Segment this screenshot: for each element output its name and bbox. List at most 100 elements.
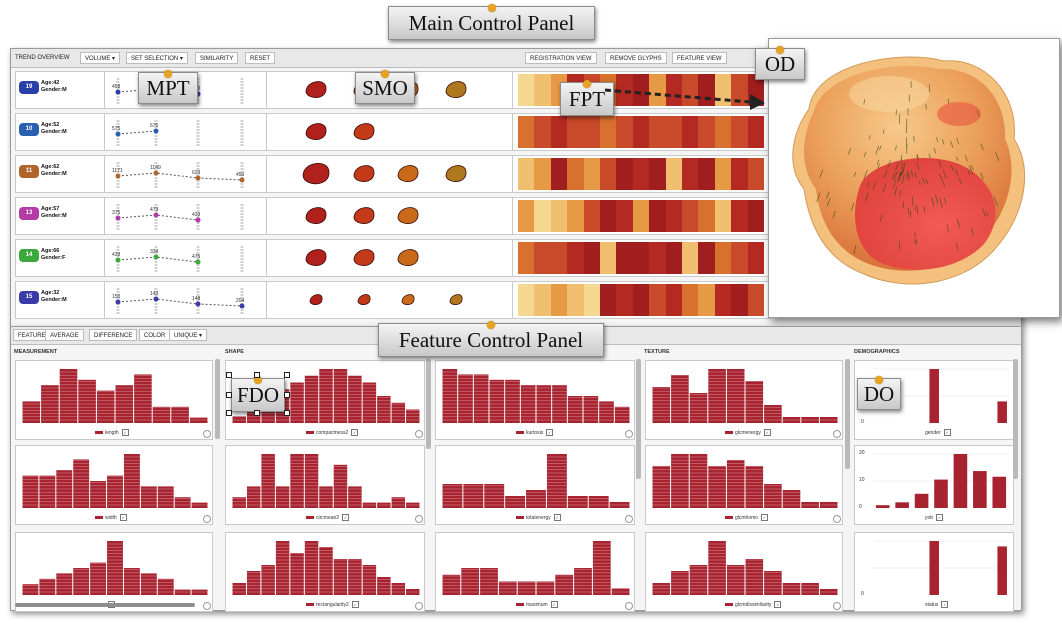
horizontal-scrollbar[interactable] bbox=[15, 603, 195, 607]
histogram-checkbox[interactable]: ✓ bbox=[761, 514, 769, 521]
difference-button[interactable]: DIFFERENCE bbox=[89, 329, 138, 341]
histogram-label: glcmdissimilarity ✓ bbox=[725, 601, 782, 608]
demographic-histogram[interactable]: 0 10 20 yob ✓ bbox=[854, 445, 1014, 525]
histogram-feature-name: glcmhomo bbox=[735, 514, 759, 521]
fpt-feature-heatmap[interactable] bbox=[518, 158, 765, 190]
smo-shape-glyphs[interactable] bbox=[268, 198, 514, 234]
remove-glyphs-button[interactable]: REMOVE GLYPHS bbox=[605, 52, 667, 64]
fpt-feature-heatmap[interactable] bbox=[518, 284, 765, 316]
patient-id-badge[interactable]: 19 bbox=[19, 81, 39, 94]
selection-handle[interactable] bbox=[226, 392, 232, 398]
resize-handle[interactable] bbox=[415, 515, 423, 523]
selection-handle[interactable] bbox=[254, 372, 260, 378]
fpt-feature-heatmap[interactable] bbox=[518, 116, 765, 148]
selection-handle[interactable] bbox=[284, 392, 290, 398]
mpt-trend-plot[interactable]: 375 479 433 bbox=[106, 198, 266, 234]
patient-id-badge[interactable]: 13 bbox=[19, 207, 39, 220]
resize-handle[interactable] bbox=[415, 602, 423, 610]
selection-handle[interactable] bbox=[284, 410, 290, 416]
histogram-checkbox[interactable]: ✓ bbox=[941, 601, 949, 608]
feature-histogram[interactable]: kurtosis ✓ bbox=[435, 360, 635, 440]
feature-histogram[interactable]: glcmenergy ✓ bbox=[645, 360, 843, 440]
feature-histogram[interactable]: glcmhomo ✓ bbox=[645, 445, 843, 525]
resize-handle[interactable] bbox=[203, 602, 211, 610]
texture-col-scrollbar[interactable] bbox=[636, 359, 641, 479]
patient-row[interactable]: 11 Age:62 Gender:M 1171 1149 623 450 bbox=[15, 155, 771, 193]
histogram-label: glcmenergy ✓ bbox=[725, 429, 771, 436]
reset-button[interactable]: RESET bbox=[245, 52, 276, 64]
resize-handle[interactable] bbox=[203, 515, 211, 523]
patient-row[interactable]: 13 Age:57 Gender:M 375 479 433 bbox=[15, 197, 771, 235]
fpt-feature-heatmap[interactable] bbox=[518, 200, 765, 232]
texture-header: TEXTURE bbox=[644, 349, 670, 355]
feature-view-button[interactable]: FEATURE VIEW bbox=[672, 52, 727, 64]
heatmap-cell bbox=[583, 200, 601, 232]
shape-scrollbar[interactable] bbox=[426, 359, 431, 449]
heatmap-cell bbox=[649, 116, 666, 148]
histogram-checkbox[interactable]: ✓ bbox=[763, 429, 771, 436]
unique-dropdown[interactable]: UNIQUE ▾ bbox=[169, 329, 208, 341]
histogram-checkbox[interactable]: ✓ bbox=[553, 514, 561, 521]
resize-handle[interactable] bbox=[625, 430, 633, 438]
selection-handle[interactable] bbox=[226, 372, 232, 378]
resize-handle[interactable] bbox=[415, 430, 423, 438]
histogram-checkbox[interactable]: ✓ bbox=[550, 601, 558, 608]
histogram-checkbox[interactable]: ✓ bbox=[774, 601, 782, 608]
volume-dropdown[interactable]: VOLUME ▾ bbox=[80, 52, 121, 64]
patient-id-badge[interactable]: 14 bbox=[19, 249, 39, 262]
resize-handle[interactable] bbox=[625, 602, 633, 610]
similarity-button[interactable]: SIMILARITY bbox=[195, 52, 239, 64]
smo-shape-glyphs[interactable] bbox=[268, 240, 514, 276]
smo-shape-glyphs[interactable] bbox=[268, 114, 514, 150]
resize-handle[interactable] bbox=[833, 602, 841, 610]
object-detail-view[interactable] bbox=[768, 38, 1060, 318]
fpt-feature-heatmap[interactable] bbox=[518, 242, 765, 274]
feature-histogram[interactable]: rectangularity2 ✓ bbox=[225, 532, 425, 612]
feature-histogram[interactable]: length ✓ bbox=[15, 360, 213, 440]
heatmap-cell bbox=[649, 242, 666, 274]
resize-handle[interactable] bbox=[833, 515, 841, 523]
feature-histogram[interactable]: width ✓ bbox=[15, 445, 213, 525]
mpt-trend-plot[interactable]: 1171 1149 623 450 bbox=[106, 156, 266, 192]
histogram-checkbox[interactable]: ✓ bbox=[119, 514, 127, 521]
column-separator bbox=[104, 114, 105, 150]
patient-id-badge[interactable]: 11 bbox=[19, 165, 39, 178]
histogram-checkbox[interactable]: ✓ bbox=[342, 514, 350, 521]
feature-histogram[interactable]: glcmdissimilarity ✓ bbox=[645, 532, 843, 612]
feature-histogram[interactable]: ✓ bbox=[15, 532, 213, 612]
feature-histogram[interactable]: maximum ✓ bbox=[435, 532, 635, 612]
histogram-checkbox[interactable]: ✓ bbox=[121, 429, 129, 436]
set-selection-dropdown[interactable]: SET SELECTION ▾ bbox=[126, 52, 188, 64]
histogram-checkbox[interactable]: ✓ bbox=[351, 601, 359, 608]
smo-shape-glyphs[interactable] bbox=[268, 282, 514, 318]
smo-shape-glyphs[interactable] bbox=[268, 156, 514, 192]
color-button[interactable]: COLOR bbox=[139, 329, 171, 341]
mpt-trend-plot[interactable]: 575 676 bbox=[106, 114, 266, 150]
registration-view-button[interactable]: REGISTRATION VIEW bbox=[525, 52, 597, 64]
resize-handle[interactable] bbox=[833, 430, 841, 438]
resize-handle[interactable] bbox=[203, 430, 211, 438]
histogram-checkbox[interactable]: ✓ bbox=[351, 429, 359, 436]
selection-handle[interactable] bbox=[226, 410, 232, 416]
mpt-trend-plot[interactable]: 150 143 148 204 bbox=[106, 282, 266, 318]
feature-histogram[interactable]: totalenergy ✓ bbox=[435, 445, 635, 525]
patient-row[interactable]: 10 Age:52 Gender:M 575 676 bbox=[15, 113, 771, 151]
surface-vector bbox=[897, 171, 902, 183]
patient-row[interactable]: 14 Age:66 Gender:F 439 334 475 bbox=[15, 239, 771, 277]
selection-handle[interactable] bbox=[254, 410, 260, 416]
selection-handle[interactable] bbox=[284, 372, 290, 378]
resize-handle[interactable] bbox=[625, 515, 633, 523]
demographic-histogram[interactable]: 0 status ✓ bbox=[854, 532, 1014, 612]
patient-row[interactable]: 15 Age:32 Gender:M 150 143 148 204 bbox=[15, 281, 771, 319]
histogram-checkbox[interactable]: ✓ bbox=[546, 429, 554, 436]
histogram-checkbox[interactable]: ✓ bbox=[943, 429, 951, 436]
texture-scrollbar[interactable] bbox=[845, 359, 850, 469]
average-button[interactable]: AVERAGE bbox=[45, 329, 84, 341]
patient-id-badge[interactable]: 10 bbox=[19, 123, 39, 136]
demographics-scrollbar[interactable] bbox=[1013, 359, 1018, 479]
mpt-trend-plot[interactable]: 439 334 475 bbox=[106, 240, 266, 276]
measurement-scrollbar[interactable] bbox=[215, 359, 220, 439]
histogram-checkbox[interactable]: ✓ bbox=[936, 514, 944, 521]
patient-id-badge[interactable]: 15 bbox=[19, 291, 39, 304]
feature-histogram[interactable]: circmean2 ✓ bbox=[225, 445, 425, 525]
